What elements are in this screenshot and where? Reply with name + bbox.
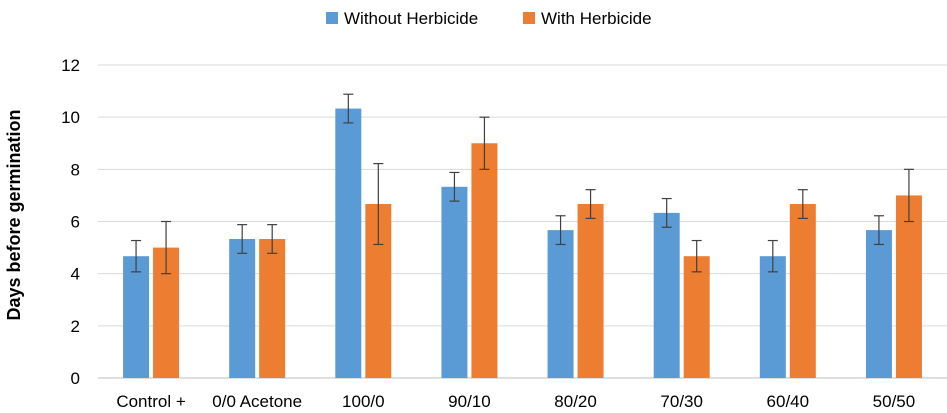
x-tick-label: 0/0 Acetone (212, 392, 302, 411)
bar-with-herbicide (789, 204, 816, 378)
y-tick-label: 2 (71, 317, 80, 336)
bar-without-herbicide (335, 108, 362, 378)
y-tick-label: 10 (61, 108, 80, 127)
bar-with-herbicide (683, 256, 710, 378)
legend-swatch (326, 12, 338, 24)
y-tick-label: 0 (71, 369, 80, 388)
error-bars (131, 93, 914, 275)
y-tick-label: 12 (61, 56, 80, 75)
y-axis-ticks: 0 2 4 6 8 10 12 (61, 56, 80, 388)
bar-without-herbicide (441, 186, 468, 378)
bar-without-herbicide (547, 230, 574, 378)
y-tick-label: 4 (71, 265, 80, 284)
bar-with-herbicide (471, 143, 498, 378)
bar-with-herbicide (577, 204, 604, 378)
bar-with-herbicide (259, 238, 286, 378)
x-tick-label: 60/40 (767, 392, 810, 411)
bar-without-herbicide (653, 212, 680, 378)
x-axis-ticks: Control + 0/0 Acetone 100/0 90/10 80/20 70/30… (116, 392, 915, 411)
x-tick-label: 70/30 (660, 392, 703, 411)
bars (123, 108, 922, 378)
y-tick-label: 6 (71, 213, 80, 232)
y-tick-label: 8 (71, 160, 80, 179)
x-tick-label: 100/0 (342, 392, 385, 411)
x-tick-label: 90/10 (448, 392, 491, 411)
gridlines (98, 64, 947, 379)
legend-label: Without Herbicide (344, 9, 478, 28)
legend-label: With Herbicide (541, 9, 652, 28)
bar-without-herbicide (229, 238, 256, 378)
bar-without-herbicide (759, 256, 786, 378)
x-tick-label: 80/20 (554, 392, 597, 411)
bar-without-herbicide (865, 230, 892, 378)
x-tick-label: 50/50 (873, 392, 916, 411)
bar-without-herbicide (123, 256, 150, 378)
x-tick-label: Control + (116, 392, 186, 411)
bar-with-herbicide (895, 195, 922, 378)
legend: Without Herbicide With Herbicide (326, 9, 652, 28)
legend-swatch (523, 12, 535, 24)
y-axis-title: Days before germination (4, 109, 24, 320)
